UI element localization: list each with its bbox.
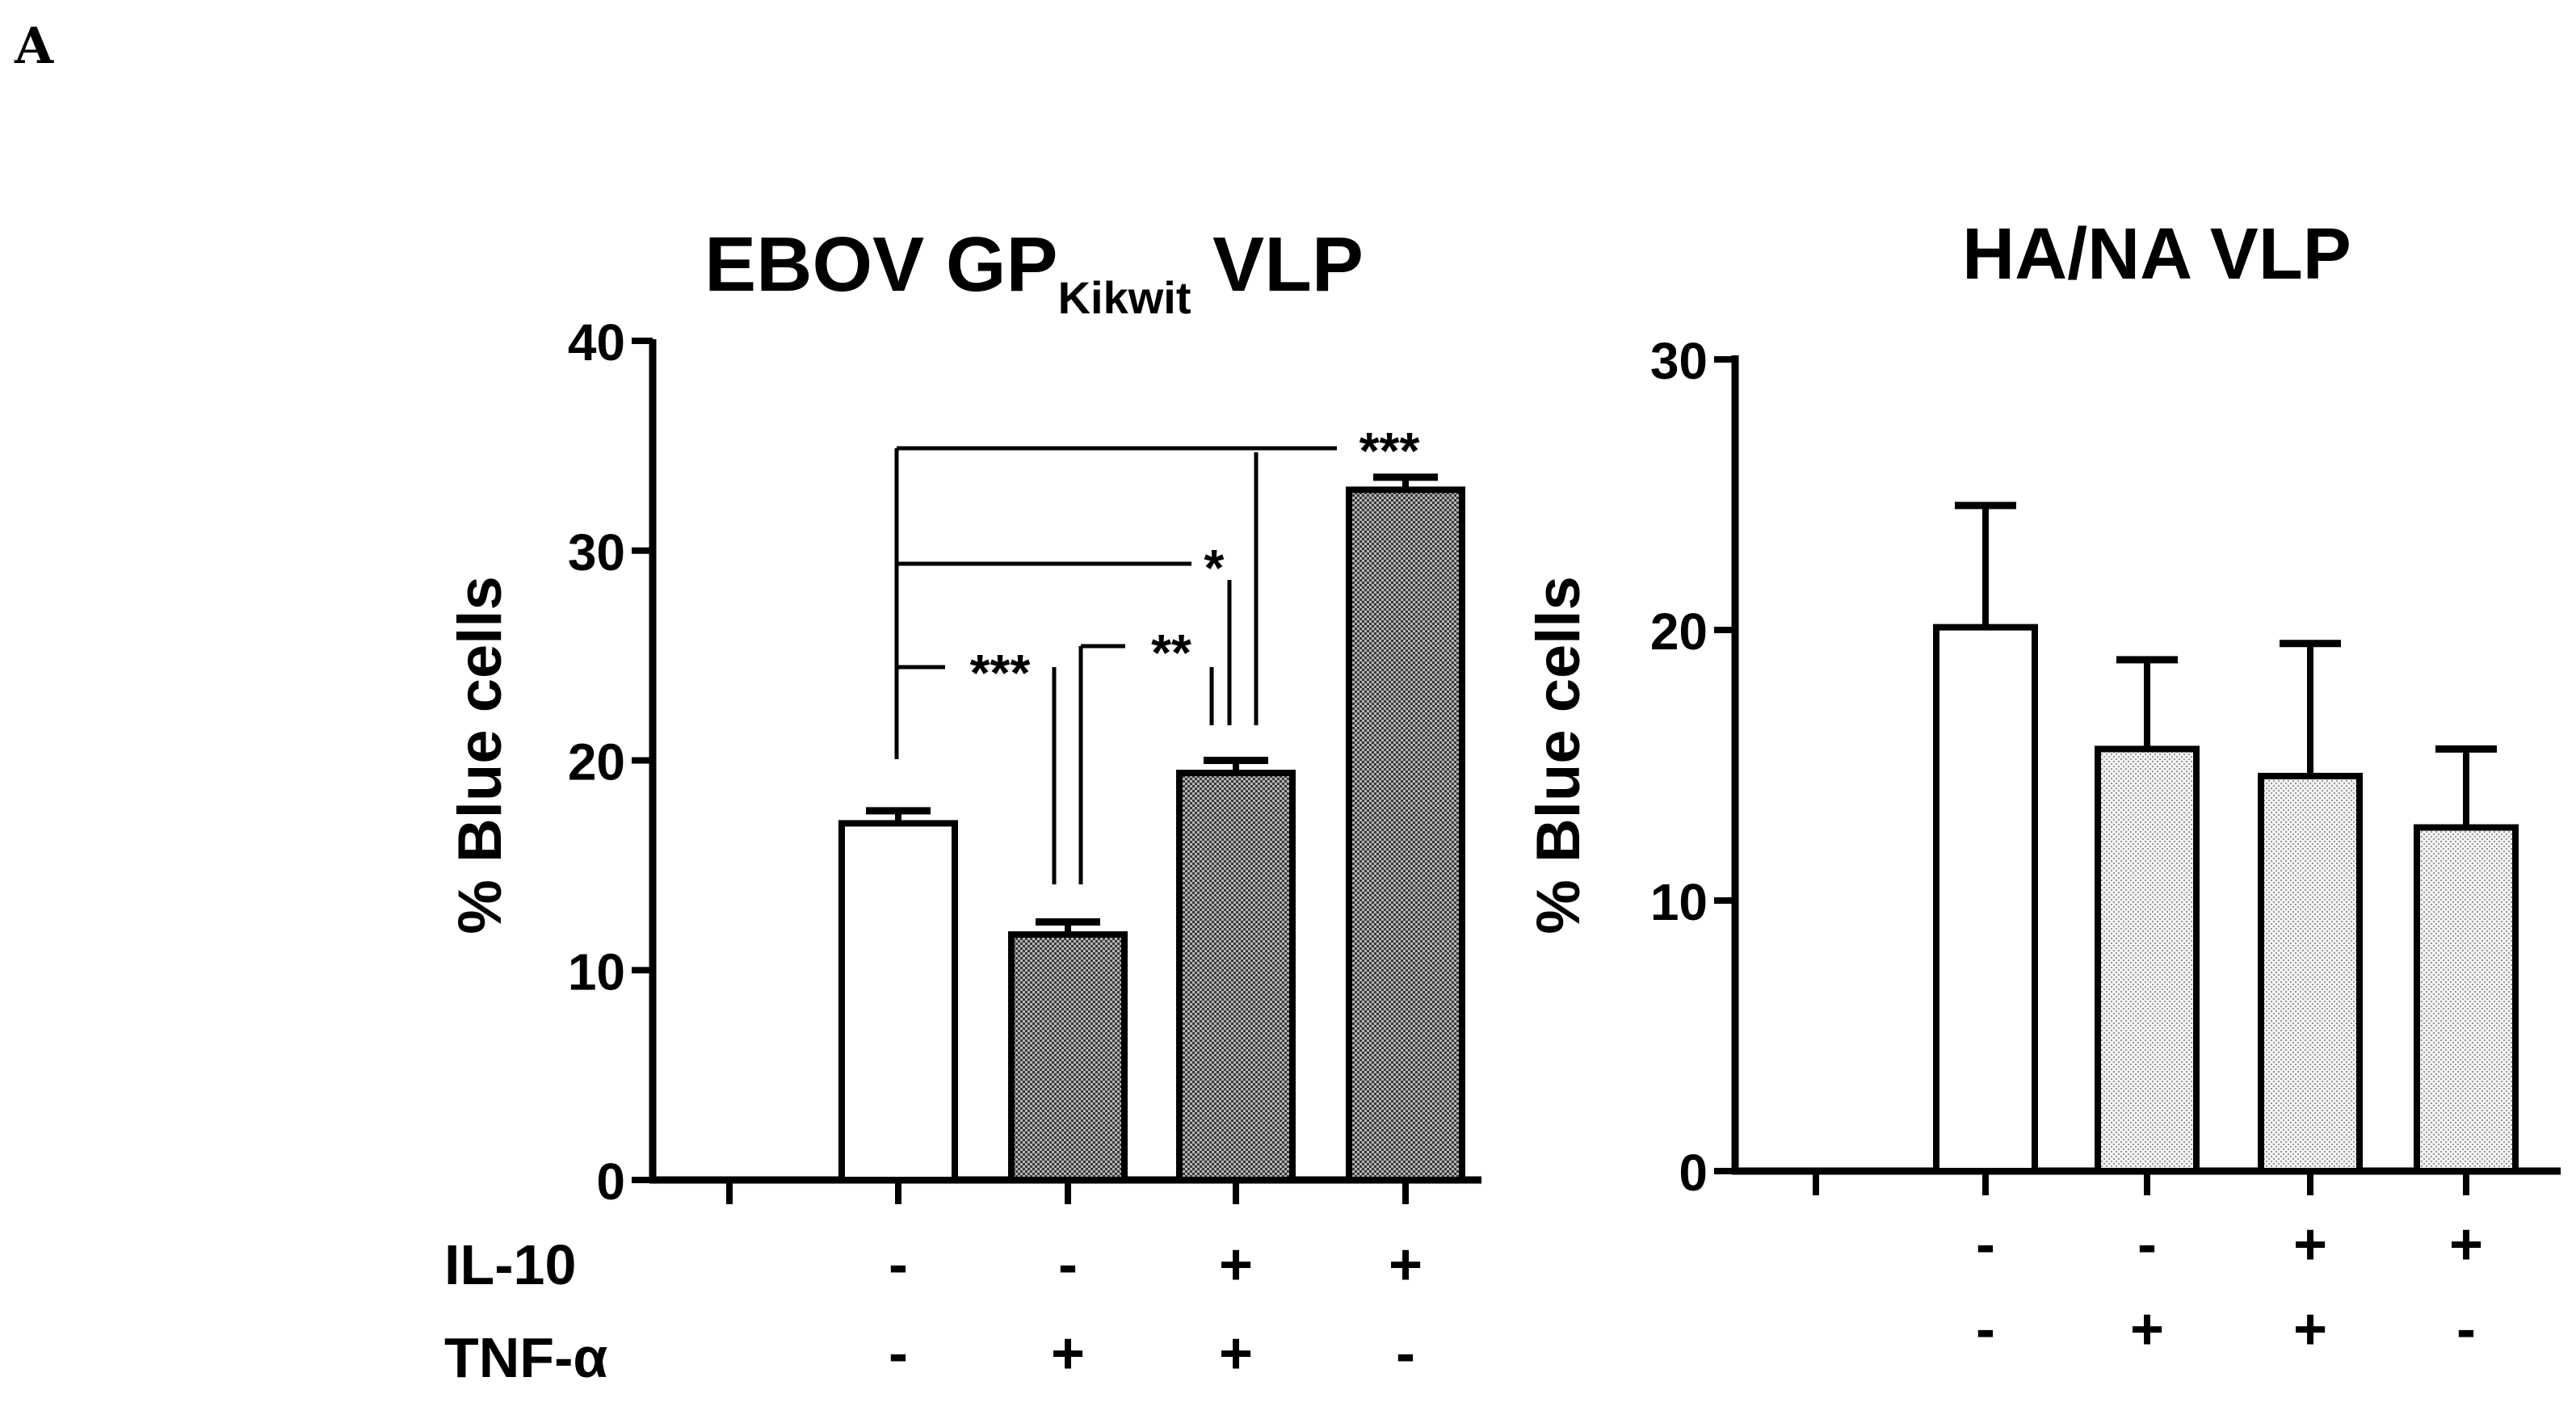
y-tick-label: 20 — [1650, 603, 1708, 661]
bar — [838, 820, 958, 1183]
bar — [2258, 772, 2363, 1175]
row-label-il10: IL-10 — [444, 1233, 576, 1296]
bar — [2414, 824, 2519, 1175]
y-tick-label: 40 — [568, 313, 625, 372]
il10-sign: + — [2449, 1212, 2483, 1277]
tnf-sign: + — [2293, 1297, 2327, 1362]
sig-ctrl-vs-il10-tnf: * — [1204, 539, 1225, 597]
tnf-sign: - — [1396, 1321, 1415, 1386]
bar — [1346, 486, 1465, 1183]
bar — [2095, 745, 2200, 1174]
tnf-sign: + — [1051, 1321, 1085, 1386]
sig-ctrl-vs-il10: *** — [1359, 422, 1420, 480]
il10-sign: - — [2137, 1212, 2157, 1277]
tnf-sign: + — [1219, 1321, 1253, 1386]
il10-sign: - — [889, 1232, 908, 1297]
il10-sign: + — [1389, 1232, 1422, 1297]
chart2-y-label: % Blue cells — [1524, 576, 1593, 934]
bar — [1008, 931, 1128, 1184]
chart-hana: HA/NA VLP % Blue cells 0 10 20 30 - - + + - + + - — [1524, 214, 2561, 1362]
y-tick-label: 0 — [596, 1153, 625, 1211]
chart2-title: HA/NA VLP — [1962, 214, 2351, 295]
il10-sign: - — [1976, 1212, 1995, 1277]
row-label-tnf: TNF-α — [444, 1326, 607, 1389]
tnf-sign: + — [2130, 1297, 2164, 1362]
il10-sign: + — [2293, 1212, 2327, 1277]
y-tick-label: 20 — [568, 733, 625, 791]
chart1-title: EBOV GPKikwit VLP — [704, 221, 1364, 323]
panel-label: A — [15, 16, 54, 75]
y-tick-label: 0 — [1679, 1144, 1708, 1202]
sig-ctrl-vs-tnf: *** — [970, 644, 1031, 702]
tnf-sign: - — [1976, 1297, 1995, 1362]
tnf-sign: - — [889, 1321, 908, 1386]
y-tick-label: 30 — [568, 523, 625, 582]
y-tick-label: 10 — [1650, 873, 1708, 931]
chart1-y-label: % Blue cells — [446, 576, 515, 934]
sig-tnf-vs-il10-tnf: ** — [1151, 624, 1191, 682]
tnf-sign: - — [2456, 1297, 2476, 1362]
chart1-significance-brackets — [894, 446, 1337, 884]
y-tick-label: 10 — [568, 943, 625, 1001]
il10-sign: - — [1058, 1232, 1078, 1297]
chart-ebov: EBOV GPKikwit VLP % Blue cells 0 10 20 30 40… — [444, 221, 1481, 1389]
bar — [1933, 624, 2038, 1174]
bar — [1176, 770, 1296, 1184]
y-tick-label: 30 — [1650, 332, 1708, 390]
il10-sign: + — [1219, 1232, 1253, 1297]
